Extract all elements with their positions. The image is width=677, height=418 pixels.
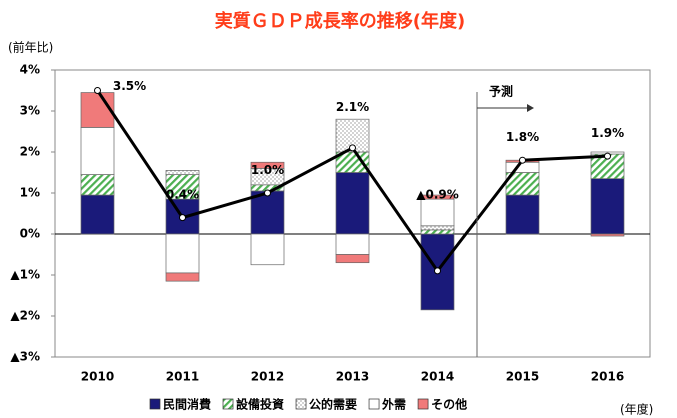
bar-segment bbox=[80, 127, 115, 175]
bar-segment bbox=[420, 225, 455, 231]
x-tick-label: 2016 bbox=[591, 370, 624, 384]
legend-label: 民間消費 bbox=[163, 397, 211, 412]
y-tick-label: 0% bbox=[20, 227, 40, 241]
legend-label: 公的需要 bbox=[309, 397, 357, 412]
line-point bbox=[349, 144, 356, 152]
bar-segment bbox=[250, 190, 285, 235]
y-tick-label: ▲1% bbox=[10, 268, 40, 282]
line-point bbox=[434, 267, 441, 275]
bar-segment bbox=[590, 153, 625, 180]
legend-swatch bbox=[222, 398, 234, 410]
y-tick-label: ▲2% bbox=[10, 309, 40, 323]
bar-segment bbox=[420, 229, 455, 235]
legend-label: 外需 bbox=[382, 397, 406, 412]
line-point bbox=[94, 87, 101, 94]
x-tick-label: 2011 bbox=[166, 370, 199, 384]
line-point bbox=[179, 214, 186, 222]
y-tick-label: 3% bbox=[20, 104, 40, 118]
legend-label: 設備投資 bbox=[236, 397, 284, 412]
value-label: 2.1% bbox=[336, 100, 369, 114]
bar-segment bbox=[335, 172, 370, 235]
value-label: 1.0% bbox=[251, 163, 284, 177]
x-tick-label: 2013 bbox=[336, 370, 369, 384]
y-tick-label: 1% bbox=[20, 186, 40, 200]
x-tick-label: 2010 bbox=[81, 370, 114, 384]
bar-segment bbox=[250, 233, 285, 266]
legend-swatch bbox=[149, 398, 161, 410]
bar-segment bbox=[165, 272, 200, 282]
annotation: 予測 bbox=[489, 84, 513, 99]
line-point bbox=[264, 189, 271, 197]
value-label: ▲0.9% bbox=[416, 188, 459, 202]
bar-segment bbox=[590, 178, 625, 235]
line-point bbox=[519, 156, 526, 164]
legend-swatch bbox=[295, 398, 307, 410]
y-tick-label: 4% bbox=[20, 63, 40, 77]
y-axis-label: (前年比) bbox=[8, 40, 53, 55]
bar-segment bbox=[80, 194, 115, 235]
bar-segment bbox=[335, 233, 370, 255]
legend-swatch bbox=[417, 398, 429, 410]
legend-label: その他 bbox=[431, 397, 467, 412]
x-tick-label: 2015 bbox=[506, 370, 539, 384]
value-label: 3.5% bbox=[113, 79, 146, 93]
bar-segment bbox=[335, 254, 370, 264]
plot-frame bbox=[54, 69, 651, 358]
bar-segment bbox=[165, 233, 200, 274]
y-tick-label: 2% bbox=[20, 145, 40, 159]
forecast-arrow-head bbox=[527, 104, 534, 112]
x-tick-label: 2012 bbox=[251, 370, 284, 384]
legend-swatch bbox=[368, 398, 380, 410]
bar-segment bbox=[250, 161, 285, 169]
bar-segment bbox=[165, 170, 200, 175]
y-tick-label: ▲3% bbox=[10, 350, 40, 364]
chart-title: 実質ＧＤＰ成長率の推移(年度) bbox=[215, 10, 465, 32]
bar-segment bbox=[420, 198, 455, 227]
bar-segment bbox=[590, 233, 625, 237]
bar-segment bbox=[505, 161, 540, 173]
value-label: 0.4% bbox=[166, 188, 199, 202]
x-tick-label: 2014 bbox=[421, 370, 454, 384]
bar-segment bbox=[420, 194, 455, 200]
value-label: 1.9% bbox=[591, 126, 624, 140]
bar-segment bbox=[80, 92, 115, 128]
value-label: 1.8% bbox=[506, 130, 539, 144]
bar-segment bbox=[505, 194, 540, 235]
bar-segment bbox=[80, 174, 115, 196]
line-point bbox=[604, 152, 611, 160]
x-axis-label: (年度) bbox=[620, 402, 653, 417]
